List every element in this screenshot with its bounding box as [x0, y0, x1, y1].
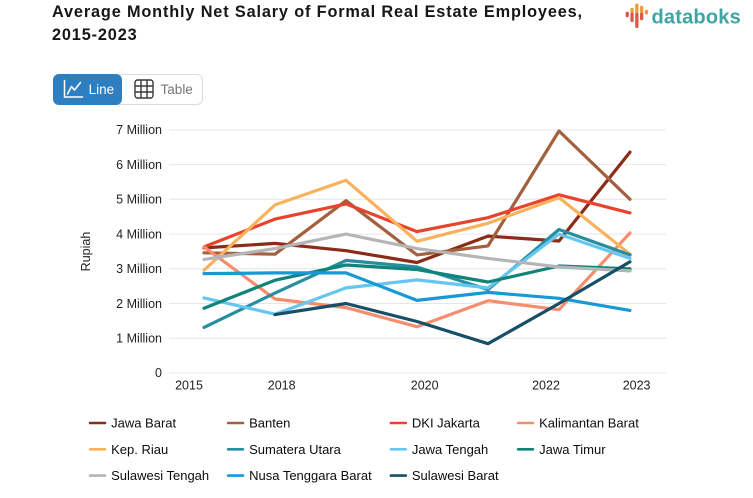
- svg-text:DKI Jakarta: DKI Jakarta: [412, 416, 481, 431]
- svg-text:3 Million: 3 Million: [116, 262, 162, 276]
- svg-text:Jawa Timur: Jawa Timur: [539, 442, 606, 457]
- svg-text:Kep. Riau: Kep. Riau: [111, 442, 168, 457]
- svg-text:Rupiah: Rupiah: [79, 232, 93, 272]
- svg-text:Banten: Banten: [249, 416, 290, 431]
- svg-text:Sumatera Utara: Sumatera Utara: [249, 442, 342, 457]
- svg-text:2020: 2020: [411, 379, 439, 393]
- svg-text:Kalimantan Barat: Kalimantan Barat: [539, 416, 639, 431]
- svg-text:Sulawesi Barat: Sulawesi Barat: [412, 468, 499, 483]
- svg-text:4 Million: 4 Million: [116, 227, 162, 241]
- svg-text:6 Million: 6 Million: [116, 158, 162, 172]
- svg-text:databoks: databoks: [652, 7, 741, 29]
- svg-text:Nusa Tenggara Barat: Nusa Tenggara Barat: [249, 468, 372, 483]
- svg-text:2022: 2022: [532, 379, 560, 393]
- svg-text:2 Million: 2 Million: [116, 297, 162, 311]
- svg-text:1 Million: 1 Million: [116, 332, 162, 346]
- svg-text:5 Million: 5 Million: [116, 193, 162, 207]
- svg-text:0: 0: [155, 366, 162, 380]
- svg-text:2023: 2023: [623, 379, 651, 393]
- svg-text:Jawa Tengah: Jawa Tengah: [412, 442, 488, 457]
- svg-text:7 Million: 7 Million: [116, 123, 162, 137]
- svg-text:2015: 2015: [175, 379, 203, 393]
- svg-text:Sulawesi Tengah: Sulawesi Tengah: [111, 468, 209, 483]
- svg-text:Jawa Barat: Jawa Barat: [111, 416, 176, 431]
- svg-text:2018: 2018: [268, 379, 296, 393]
